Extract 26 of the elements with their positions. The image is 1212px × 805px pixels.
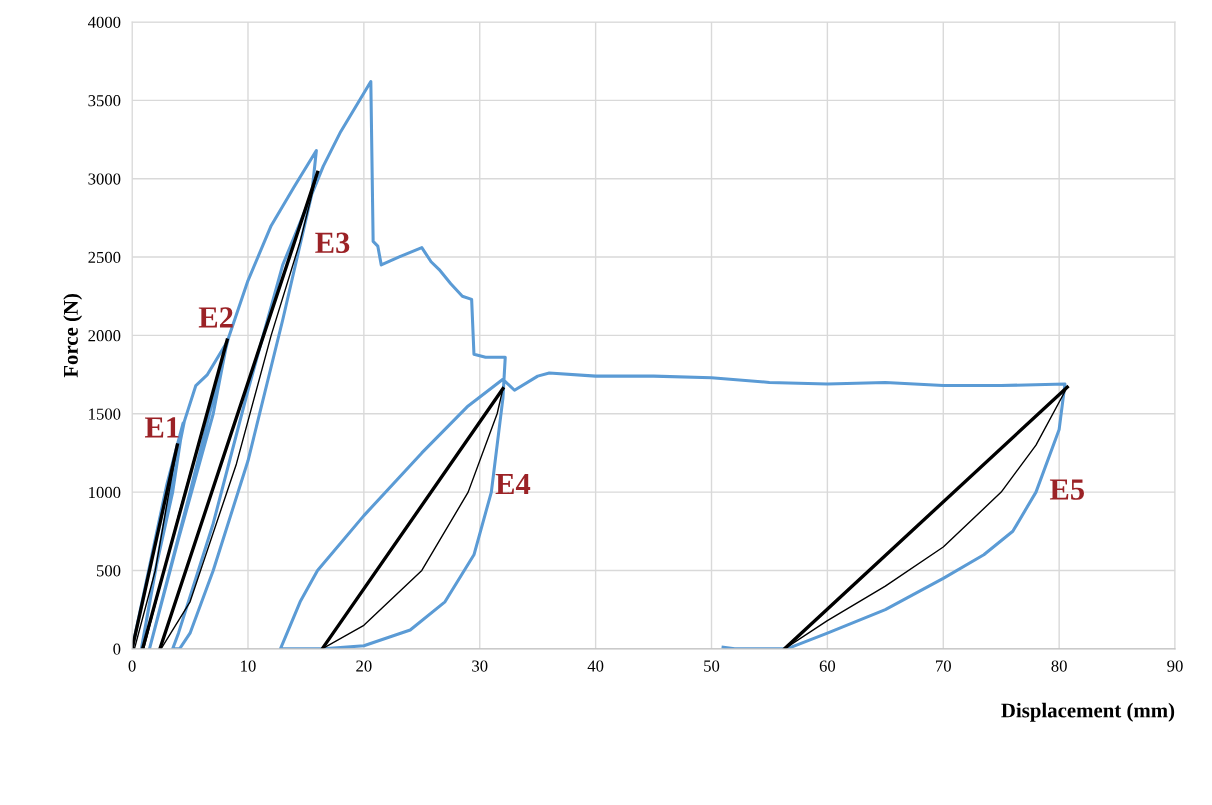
annotation: E1 [144,417,179,438]
annotation: E5 [1049,479,1084,500]
x-tick-label: 80 [1051,660,1067,672]
annotation: E2 [198,307,233,328]
x-tick-label: 20 [356,660,372,672]
y-tick-label: 4000 [87,16,121,28]
annotation: E4 [495,473,531,495]
annotation: E3 [315,232,350,254]
y-tick-label: 1500 [89,408,121,420]
x-tick-label: 60 [819,660,836,672]
x-tick-label: 10 [241,660,256,672]
x-tick-label: 40 [587,660,604,672]
x-axis-title: Displacement (mm) [1001,702,1175,722]
y-tick-label: 2000 [88,330,121,342]
x-tick-label: 70 [936,660,951,672]
y-tick-label: 2500 [88,251,121,263]
y-tick-label: 1000 [89,486,121,499]
x-tick-label: 90 [1167,660,1183,672]
y-axis-title: Force (N) [63,294,83,378]
y-tick-label: 3500 [88,95,121,107]
y-tick-label: 3000 [88,173,121,185]
y-tick-label: 0 [113,643,121,655]
y-tick-label: 500 [96,565,121,577]
x-tick-label: 30 [472,660,488,672]
x-tick-label: 0 [128,660,136,672]
x-tick-label: 50 [704,660,720,672]
